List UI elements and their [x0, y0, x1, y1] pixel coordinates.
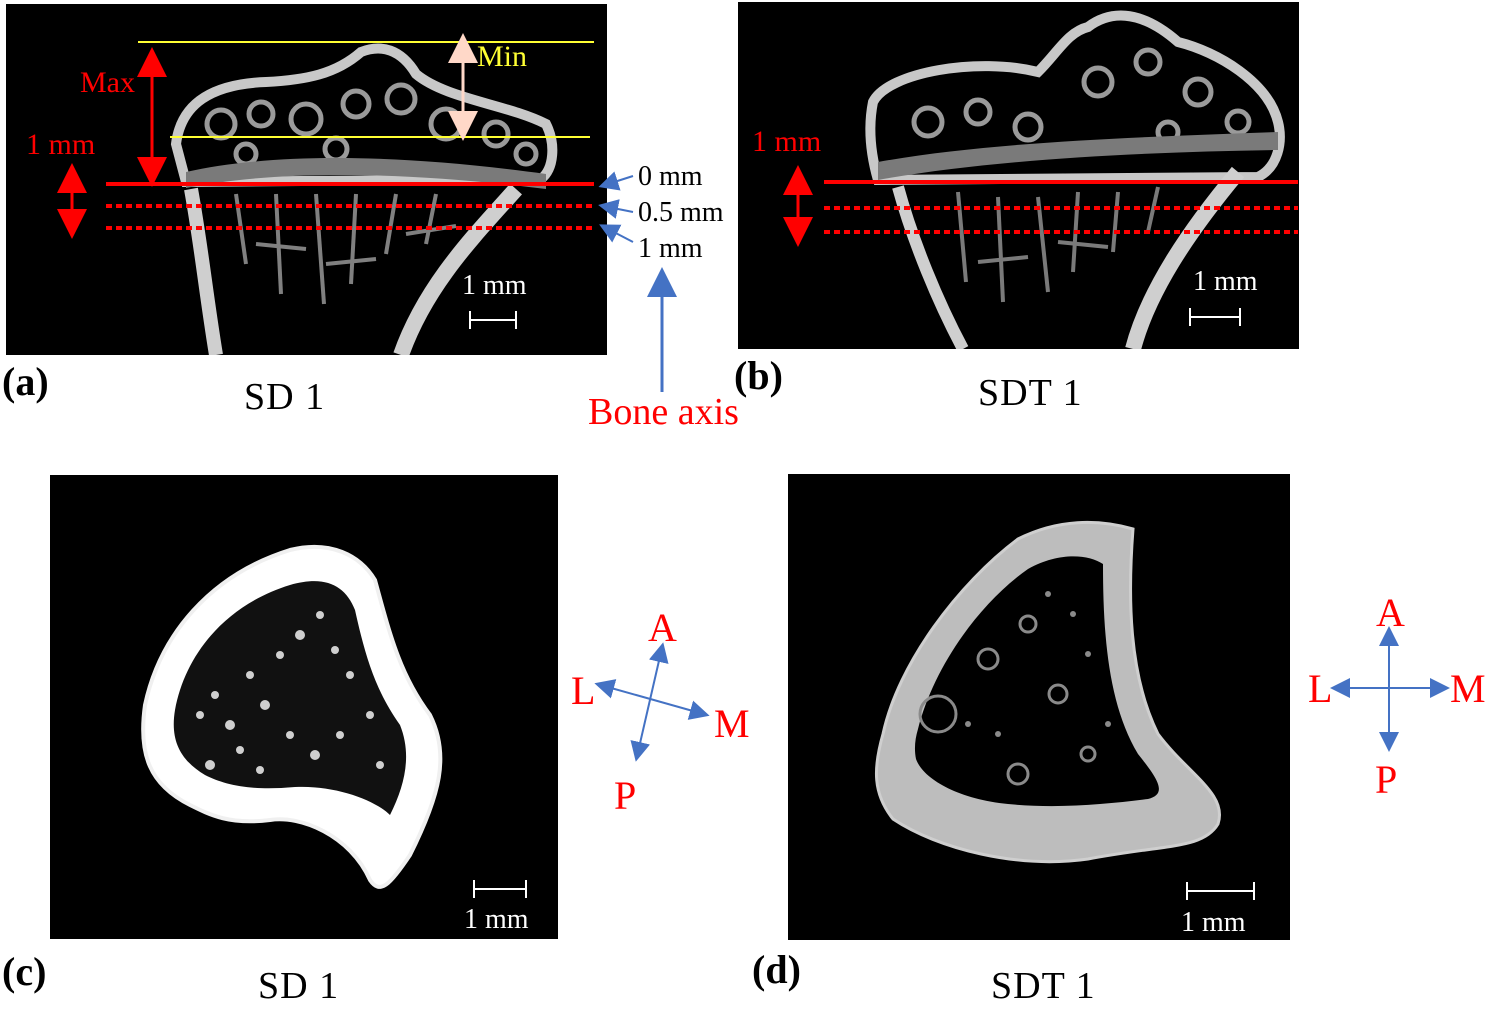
panel-c-caption: SD 1 [258, 965, 340, 1007]
panel-c-label: (c) [2, 949, 47, 994]
compass-d-lateral: L [1308, 666, 1333, 711]
min-label: Min [477, 40, 528, 73]
compass-c-medial: M [714, 701, 750, 746]
cross-section-sd-graphic [141, 544, 443, 889]
compass-c-ap-arrow [630, 642, 669, 762]
panel-a-label: (a) [2, 359, 49, 404]
panel-c-image [50, 475, 558, 939]
level-05mm-pointer [598, 199, 634, 219]
compass-d-anterior: A [1376, 590, 1405, 635]
panel-d-label: (d) [752, 947, 801, 992]
one-mm-label-a: 1 mm [26, 128, 96, 161]
bone-axis-label: Bone axis [588, 391, 739, 433]
level-05mm-label: 0.5 mm [638, 197, 724, 228]
scalebar-d-label: 1 mm [1181, 907, 1246, 938]
panel-a-image [6, 4, 607, 355]
panel-a-caption: SD 1 [244, 376, 326, 418]
panel-d-caption: SDT 1 [991, 965, 1096, 1007]
level-1mm-label: 1 mm [638, 233, 703, 264]
level-0mm-label: 0 mm [638, 161, 703, 192]
panel-b-label: (b) [734, 353, 783, 398]
cross-section-sdt-graphic [874, 520, 1221, 864]
compass-c-posterior: P [614, 773, 637, 818]
level-0mm-pointer [598, 171, 634, 191]
compass-d-medial: M [1450, 666, 1486, 711]
compass-c-lateral: L [571, 668, 596, 713]
scalebar-c-label: 1 mm [464, 904, 529, 935]
panel-d-image [788, 474, 1290, 940]
max-label: Max [80, 66, 135, 99]
compass-c-lm-arrow [594, 679, 710, 720]
scalebar-a-label: 1 mm [462, 270, 527, 301]
one-mm-label-b: 1 mm [752, 125, 822, 158]
compass-d-posterior: P [1375, 757, 1398, 802]
level-1mm-pointer [599, 224, 634, 243]
panel-b-caption: SDT 1 [978, 372, 1083, 414]
scalebar-b-label: 1 mm [1193, 266, 1258, 297]
compass-c-anterior: A [648, 605, 677, 650]
